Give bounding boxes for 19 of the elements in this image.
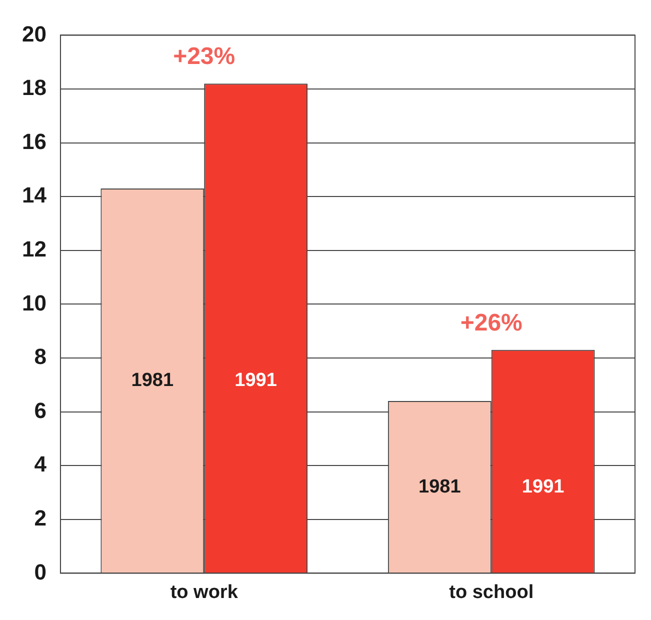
text: 1981 bbox=[418, 476, 461, 498]
y-tick-label: 20 bbox=[22, 21, 46, 46]
annotation: +26% bbox=[460, 310, 522, 337]
y-tick-label: 10 bbox=[22, 290, 46, 316]
annotation: +23% bbox=[173, 43, 236, 70]
series-label: 1991 bbox=[522, 476, 565, 498]
y-tick-label: 0 bbox=[34, 559, 46, 584]
x-tick-label: to work bbox=[170, 582, 238, 603]
y-tick-label: 2 bbox=[34, 505, 46, 530]
y-tick-label: 6 bbox=[34, 398, 46, 423]
x-tick-label: to school bbox=[449, 582, 534, 603]
y-tick-label: 4 bbox=[34, 452, 48, 477]
y-tick-label: 18 bbox=[22, 75, 46, 100]
y-tick-label: 16 bbox=[22, 128, 46, 154]
y-tick-label: 8 bbox=[34, 344, 46, 370]
y-tick-label: 14 bbox=[22, 182, 48, 208]
text: 1991 bbox=[234, 370, 277, 392]
y-tick-label: 12 bbox=[22, 236, 46, 262]
series-label: 1981 bbox=[131, 370, 174, 392]
